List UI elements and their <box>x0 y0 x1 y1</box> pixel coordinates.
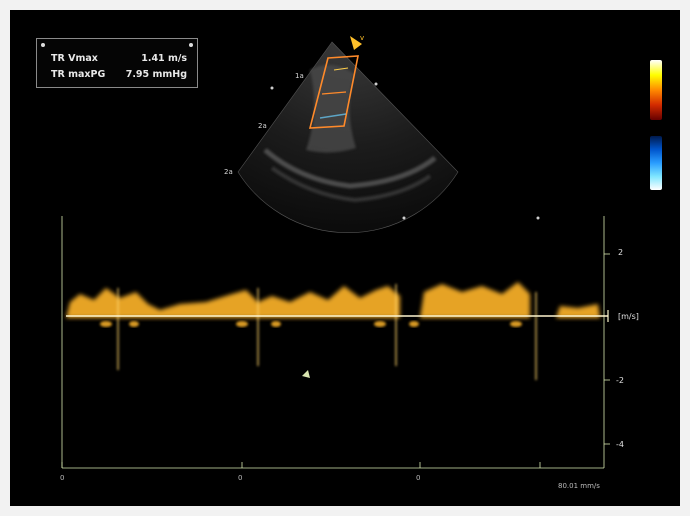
measurement-box: TR Vmax 1.41 m/s TR maxPG 7.95 mmHg <box>36 38 198 88</box>
sector-label: 2a <box>224 168 233 176</box>
velocity-unit: [m/s] <box>618 312 639 321</box>
sweep-speed-readout: 80.01 mm/s <box>558 482 600 490</box>
measurement-row: TR Vmax 1.41 m/s <box>51 53 189 67</box>
markers <box>270 82 540 220</box>
velocity-tick: 2 <box>618 248 624 257</box>
doppler-spectrum <box>66 282 609 380</box>
corner-marker <box>41 43 45 47</box>
measurement-value: 1.41 m/s <box>141 53 187 64</box>
sector-label: v <box>360 34 365 42</box>
small-circle-marker <box>302 370 310 378</box>
color-roi-box <box>308 55 359 129</box>
velocity-tick: -2 <box>616 376 624 385</box>
sector-label: 1a <box>295 72 304 80</box>
measurement-row: TR maxPG 7.95 mmHg <box>51 69 189 83</box>
color-scale-negative <box>650 136 662 190</box>
doppler-axes <box>61 216 610 469</box>
echo-sector <box>237 36 459 234</box>
ultrasound-image: TR Vmax 1.41 m/s TR maxPG 7.95 mmHg 1a 2… <box>10 10 680 506</box>
measurement-label: TR Vmax <box>51 53 98 64</box>
color-scale-positive <box>650 60 662 120</box>
image-graphics <box>61 36 610 469</box>
velocity-tick: -4 <box>616 440 624 449</box>
sector-label: 2a <box>258 122 267 130</box>
time-tick: 0 <box>416 474 421 482</box>
corner-marker <box>189 43 193 47</box>
measurement-label: TR maxPG <box>51 69 106 80</box>
time-tick: 0 <box>238 474 243 482</box>
time-tick: 0 <box>60 474 65 482</box>
measurement-value: 7.95 mmHg <box>125 69 187 80</box>
